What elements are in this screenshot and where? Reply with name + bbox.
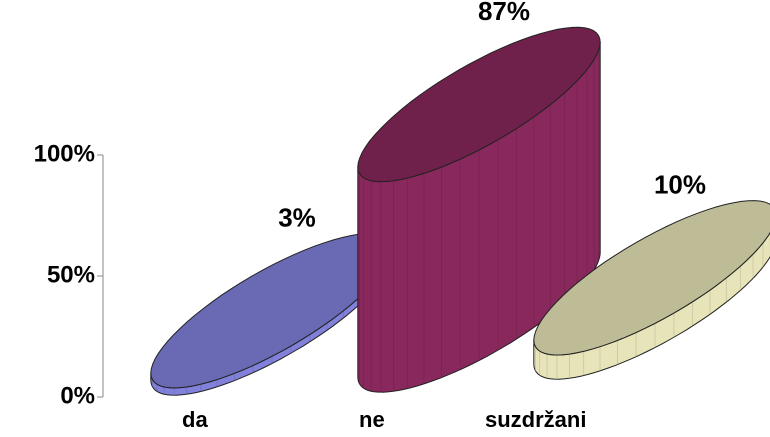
value-label: 3%	[278, 202, 316, 232]
y-tick-label: 100%	[34, 140, 95, 167]
y-tick-label: 50%	[47, 261, 95, 288]
value-label: 10%	[654, 169, 706, 199]
x-tick-label: da	[182, 407, 208, 432]
cylinder-top	[357, 26, 601, 183]
x-tick-label: ne	[359, 407, 385, 432]
x-tick-label: suzdržani	[485, 407, 586, 432]
value-label: 87%	[478, 0, 530, 26]
cylinder-top	[533, 200, 770, 356]
cylinder-top	[150, 233, 394, 389]
cylinder	[357, 26, 601, 393]
y-tick-label: 0%	[60, 382, 95, 409]
cylinder	[150, 233, 394, 396]
cylinder	[533, 200, 770, 380]
